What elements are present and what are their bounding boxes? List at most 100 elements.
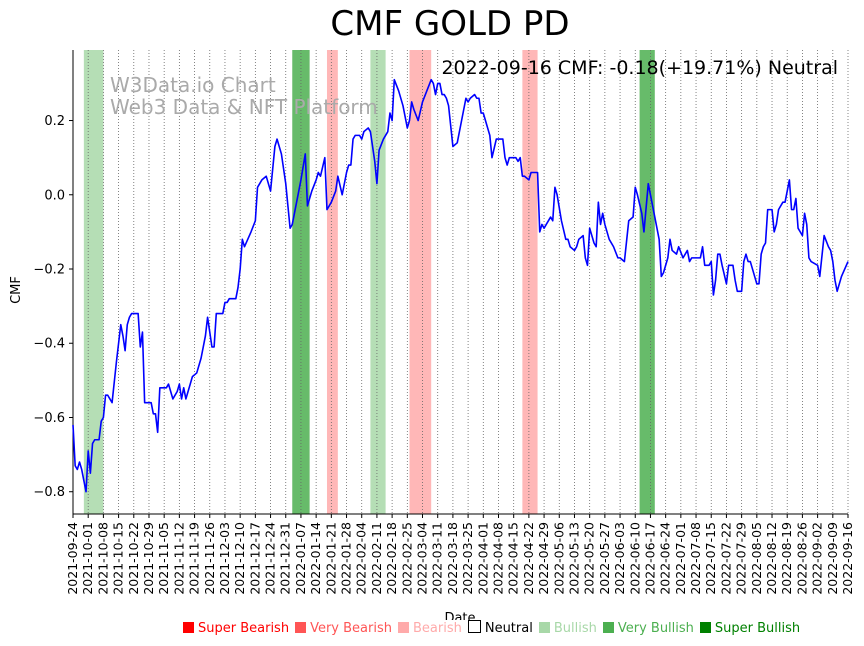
y-tick-label: 0.2 (44, 114, 65, 129)
x-tick-label: 2022-05-06 (551, 522, 566, 595)
legend-item-bearish: Bearish (397, 621, 462, 636)
legend-item-super-bearish: Super Bearish (183, 621, 289, 636)
x-tick-label: 2021-12-24 (263, 522, 278, 595)
x-tick-label: 2022-08-05 (749, 522, 764, 595)
x-tick-label: 2022-04-08 (490, 522, 505, 595)
legend-label: Very Bullish (617, 621, 694, 636)
x-tick-label: 2022-08-26 (794, 522, 809, 595)
x-tick-label: 2022-06-03 (612, 522, 627, 595)
legend-label: Super Bearish (198, 621, 290, 636)
y-tick-label: −0.8 (33, 485, 65, 500)
x-tick-label: 2022-05-13 (566, 522, 581, 595)
legend-swatch (467, 620, 481, 633)
x-tick-label: 2022-05-20 (582, 522, 597, 595)
x-tick-label: 2021-12-17 (247, 522, 262, 595)
x-tick-label: 2022-07-22 (718, 522, 733, 595)
x-tick-label: 2022-02-11 (369, 522, 384, 595)
watermark: W3Data.io Chart Web3 Data & NFT Platform (110, 73, 378, 119)
x-tick-label: 2022-01-07 (293, 522, 308, 595)
legend-item-neutral: Neutral (467, 620, 533, 636)
x-tick-label: 2022-09-02 (810, 522, 825, 595)
y-tick-label: −0.4 (33, 337, 65, 352)
legend-item-super-bullish: Super Bullish (699, 621, 801, 636)
x-tick-label: 2021-12-10 (232, 522, 247, 595)
x-tick-label: 2021-12-03 (217, 522, 232, 595)
x-tick-label: 2022-03-11 (430, 522, 445, 595)
x-tick-label: 2021-09-24 (65, 522, 80, 595)
legend-label: Bearish (412, 621, 462, 636)
y-axis-label: CMF (9, 276, 24, 304)
x-tick-label: 2021-10-29 (141, 522, 156, 595)
x-ticks: 2021-09-24 2021-10-01 2021-10-08 2021-10-15… (65, 514, 855, 595)
watermark-line2: Web3 Data & NFT Platform (110, 95, 378, 119)
x-tick-label: 2021-10-08 (95, 522, 110, 595)
x-tick-label: 2022-05-27 (597, 522, 612, 595)
axes (72, 50, 848, 515)
y-tick-label: 0.0 (44, 188, 65, 203)
x-gridlines (72, 50, 849, 514)
chart-title: CMF GOLD PD (330, 4, 570, 44)
x-tick-label: 2021-11-12 (171, 522, 186, 595)
x-tick-label: 2022-04-01 (475, 522, 490, 595)
y-tick-label: −0.6 (33, 411, 65, 426)
x-tick-label: 2022-03-04 (415, 522, 430, 595)
legend-swatch (538, 622, 550, 633)
legend-label: Super Bullish (714, 621, 801, 636)
cmf-chart: −0.8−0.6−0.4−0.20.00.2 2021-09-24 2021-10… (9, 50, 855, 620)
region-bullish-3 (370, 50, 386, 514)
legend-swatch (397, 622, 409, 633)
region-very-bullish-6 (639, 50, 655, 514)
x-tick-label: 2022-03-25 (460, 522, 475, 595)
x-tick-label: 2022-07-29 (734, 522, 749, 595)
legend-swatch (602, 622, 614, 633)
x-tick-label: 2021-11-19 (187, 522, 202, 595)
legend-label: Very Bearish (310, 621, 392, 636)
region-bearish-5 (522, 50, 538, 514)
legend-swatch (699, 622, 711, 633)
x-tick-label: 2022-08-12 (764, 522, 779, 595)
x-tick-label: 2021-10-15 (111, 522, 126, 595)
x-axis-label: Date (444, 611, 475, 620)
y-tick-label: −0.2 (33, 263, 65, 278)
x-tick-label: 2022-02-18 (384, 522, 399, 595)
x-tick-label: 2021-12-31 (278, 522, 293, 595)
x-tick-label: 2022-03-18 (445, 522, 460, 595)
legend-item-very-bullish: Very Bullish (602, 621, 694, 636)
x-tick-label: 2022-06-24 (658, 522, 673, 595)
x-tick-label: 2022-06-10 (627, 522, 642, 595)
x-tick-label: 2021-11-26 (202, 522, 217, 595)
legend-item-bullish: Bullish (538, 621, 597, 636)
x-tick-label: 2022-09-09 (825, 522, 840, 595)
x-tick-label: 2022-01-28 (339, 522, 354, 595)
x-tick-label: 2022-07-08 (688, 522, 703, 595)
latest-value-annotation: 2022-09-16 CMF: -0.18(+19.71%) Neutral (441, 57, 838, 79)
x-tick-label: 2022-09-16 (840, 522, 855, 595)
x-tick-label: 2022-02-25 (399, 522, 414, 595)
x-tick-label: 2022-08-19 (779, 522, 794, 595)
x-tick-label: 2022-04-29 (536, 522, 551, 595)
cmf-series (72, 78, 849, 493)
legend-swatch (183, 622, 194, 633)
legend: Super Bearish Very Bearish Bearish Neutral B… (183, 620, 806, 636)
x-tick-label: 2022-02-04 (354, 522, 369, 595)
y-ticks: −0.8 −0.6 −0.4 −0.2 0.0 0.2 (33, 114, 73, 500)
region-bullish-0 (83, 50, 104, 514)
x-tick-label: 2022-01-21 (323, 522, 338, 595)
legend-item-very-bearish: Very Bearish (295, 621, 392, 636)
x-tick-label: 2021-11-05 (156, 522, 171, 595)
cmf-line (72, 78, 849, 493)
region-bearish-2 (326, 50, 338, 514)
legend-label: Neutral (484, 621, 533, 636)
x-tick-label: 2021-10-22 (126, 522, 141, 595)
x-tick-label: 2022-06-17 (642, 522, 657, 595)
x-tick-label: 2021-10-01 (80, 522, 95, 595)
x-tick-label: 2022-04-15 (506, 522, 521, 595)
x-tick-label: 2022-07-15 (703, 522, 718, 595)
x-tick-label: 2022-01-14 (308, 522, 323, 595)
watermark-line1: W3Data.io Chart (110, 73, 276, 97)
region-bearish-4 (409, 50, 432, 514)
x-tick-label: 2022-04-22 (521, 522, 536, 595)
legend-swatch (295, 622, 307, 633)
legend-label: Bullish (553, 621, 597, 636)
x-tick-label: 2022-07-01 (673, 522, 688, 595)
